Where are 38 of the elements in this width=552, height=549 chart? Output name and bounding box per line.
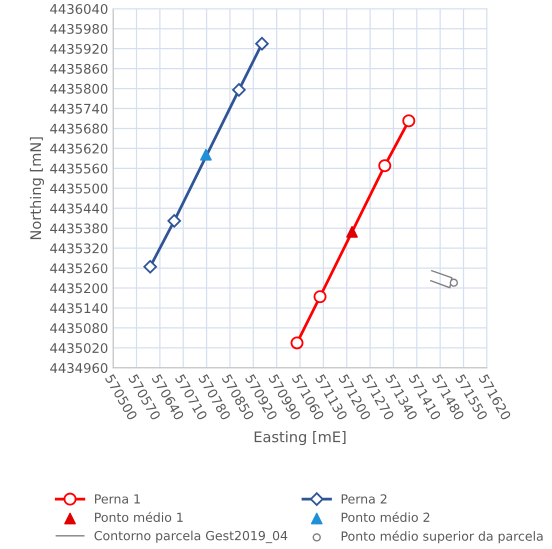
- y-tick-label: 4435140: [50, 303, 108, 314]
- y-tick-label: 4435800: [50, 84, 108, 94]
- point: [167, 214, 182, 228]
- point: [143, 260, 157, 274]
- point: [232, 83, 246, 97]
- y-tick-label: 4436040: [50, 4, 108, 14]
- y-tick-label: 4434960: [50, 363, 108, 374]
- y-tick-label: 4435920: [50, 44, 108, 54]
- y-tick-label: 4435080: [50, 323, 108, 334]
- y-tick-label: 4435020: [50, 343, 108, 354]
- point: [378, 159, 392, 172]
- point: [290, 336, 304, 350]
- y-tick-label: 4435980: [50, 24, 108, 34]
- x-axis-title: Easting [mE]: [254, 431, 346, 446]
- point: [314, 290, 326, 304]
- point: [200, 148, 212, 161]
- y-tick-label: 4435260: [50, 263, 108, 274]
- point: [402, 114, 416, 128]
- y-tick-label: 4435380: [50, 223, 108, 234]
- y-tick-label: 4435500: [50, 184, 108, 194]
- legend-label: Ponto médio 2: [342, 512, 430, 522]
- y-tick-label: 4435200: [50, 283, 108, 294]
- y-axis-title: Northing [mN]: [30, 137, 44, 240]
- y-tick-label: 4435680: [50, 124, 108, 134]
- point: [450, 278, 458, 287]
- legend-label: Perna 2: [342, 494, 386, 504]
- legend-label: Ponto médio 1: [95, 512, 183, 522]
- point: [255, 36, 269, 50]
- legend-label: Perna 1: [95, 494, 140, 504]
- y-tick-label: 4435860: [50, 64, 108, 74]
- point: [346, 226, 358, 238]
- legend-label: Ponto médio superior da parcela: [342, 530, 543, 544]
- y-tick-label: 4435740: [50, 104, 108, 114]
- legend-label: Contorno parcela Gest2019_04: [94, 530, 288, 544]
- y-tick-label: 4435320: [50, 243, 108, 254]
- y-tick-label: 4435560: [50, 164, 108, 174]
- y-tick-label: 4435620: [50, 144, 108, 154]
- y-tick-label: 4435440: [50, 203, 108, 214]
